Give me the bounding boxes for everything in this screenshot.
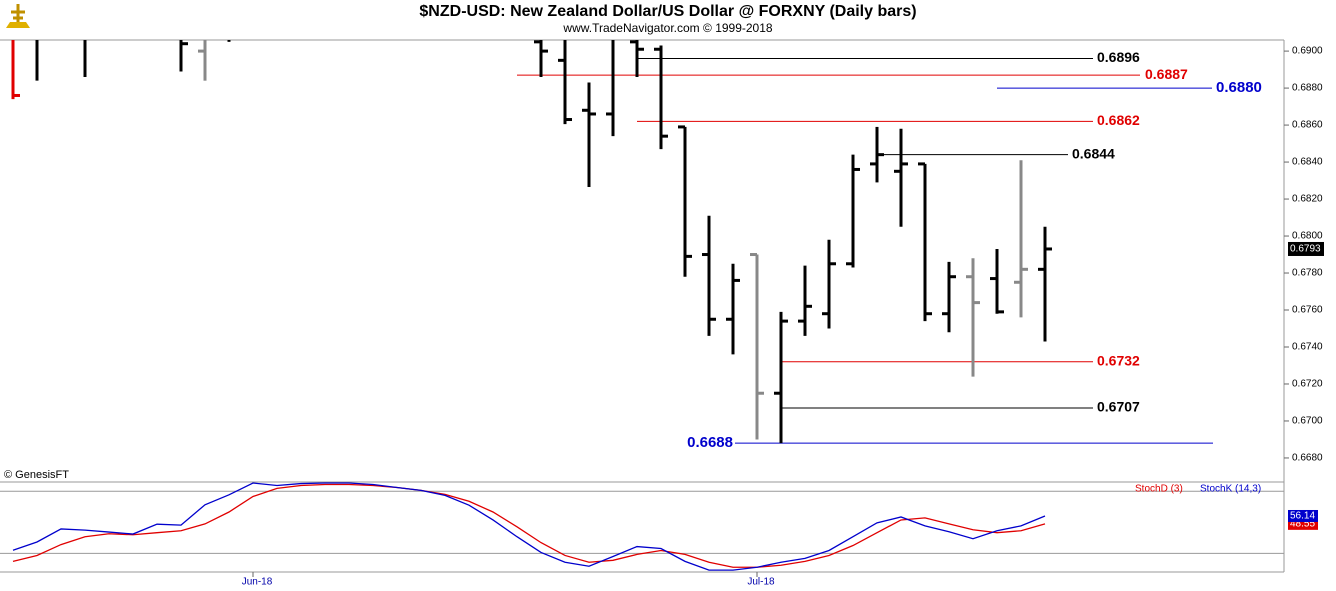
y-tick-label: 0.6760 [1292,305,1323,316]
y-tick-label: 0.6780 [1292,268,1323,279]
level-label: 0.6732 [1097,352,1140,368]
logo [6,4,30,28]
stoch-line [12,483,1046,568]
chart-title: $NZD-USD: New Zealand Dollar/US Dollar @… [419,3,916,20]
y-tick-label: 0.6680 [1292,453,1323,464]
x-tick-label: Jun-18 [242,577,273,588]
credit: © GenesisFT [4,469,69,481]
y-tick-label: 0.6720 [1292,379,1323,390]
y-tick-label: 0.6880 [1292,83,1323,94]
last-price-label: 0.6793 [1290,244,1321,255]
stoch-panel [0,482,1284,571]
chart-subtitle: www.TradeNavigator.com © 1999-2018 [562,21,772,35]
y-tick-label: 0.6900 [1292,46,1323,57]
level-label: 0.6844 [1072,145,1115,161]
y-tick-label: 0.6740 [1292,342,1323,353]
stoch-line [12,482,1046,571]
y-tick-label: 0.6840 [1292,157,1323,168]
last-value-label: 48.55 [1290,518,1315,529]
price-panel [11,40,1213,444]
y-tick-label: 0.6700 [1292,416,1323,427]
y-tick-label: 0.6860 [1292,120,1323,131]
level-label: 0.6880 [1216,79,1262,96]
x-tick-label: Jul-18 [747,577,775,588]
y-tick-label: 0.6800 [1292,231,1323,242]
level-label: 0.6707 [1097,399,1140,415]
level-label: 0.6862 [1097,112,1140,128]
level-label: 0.6887 [1145,66,1188,82]
last-value-box [1288,509,1318,522]
legend-label: StochD (3) [1135,484,1183,495]
last-price-box [1288,241,1324,256]
level-label: 0.6688 [687,434,733,451]
last-value-label: 56.14 [1290,511,1315,522]
y-tick-label: 0.6820 [1292,194,1323,205]
level-label: 0.6896 [1097,49,1140,65]
legend-label: StochK (14,3) [1200,484,1261,495]
